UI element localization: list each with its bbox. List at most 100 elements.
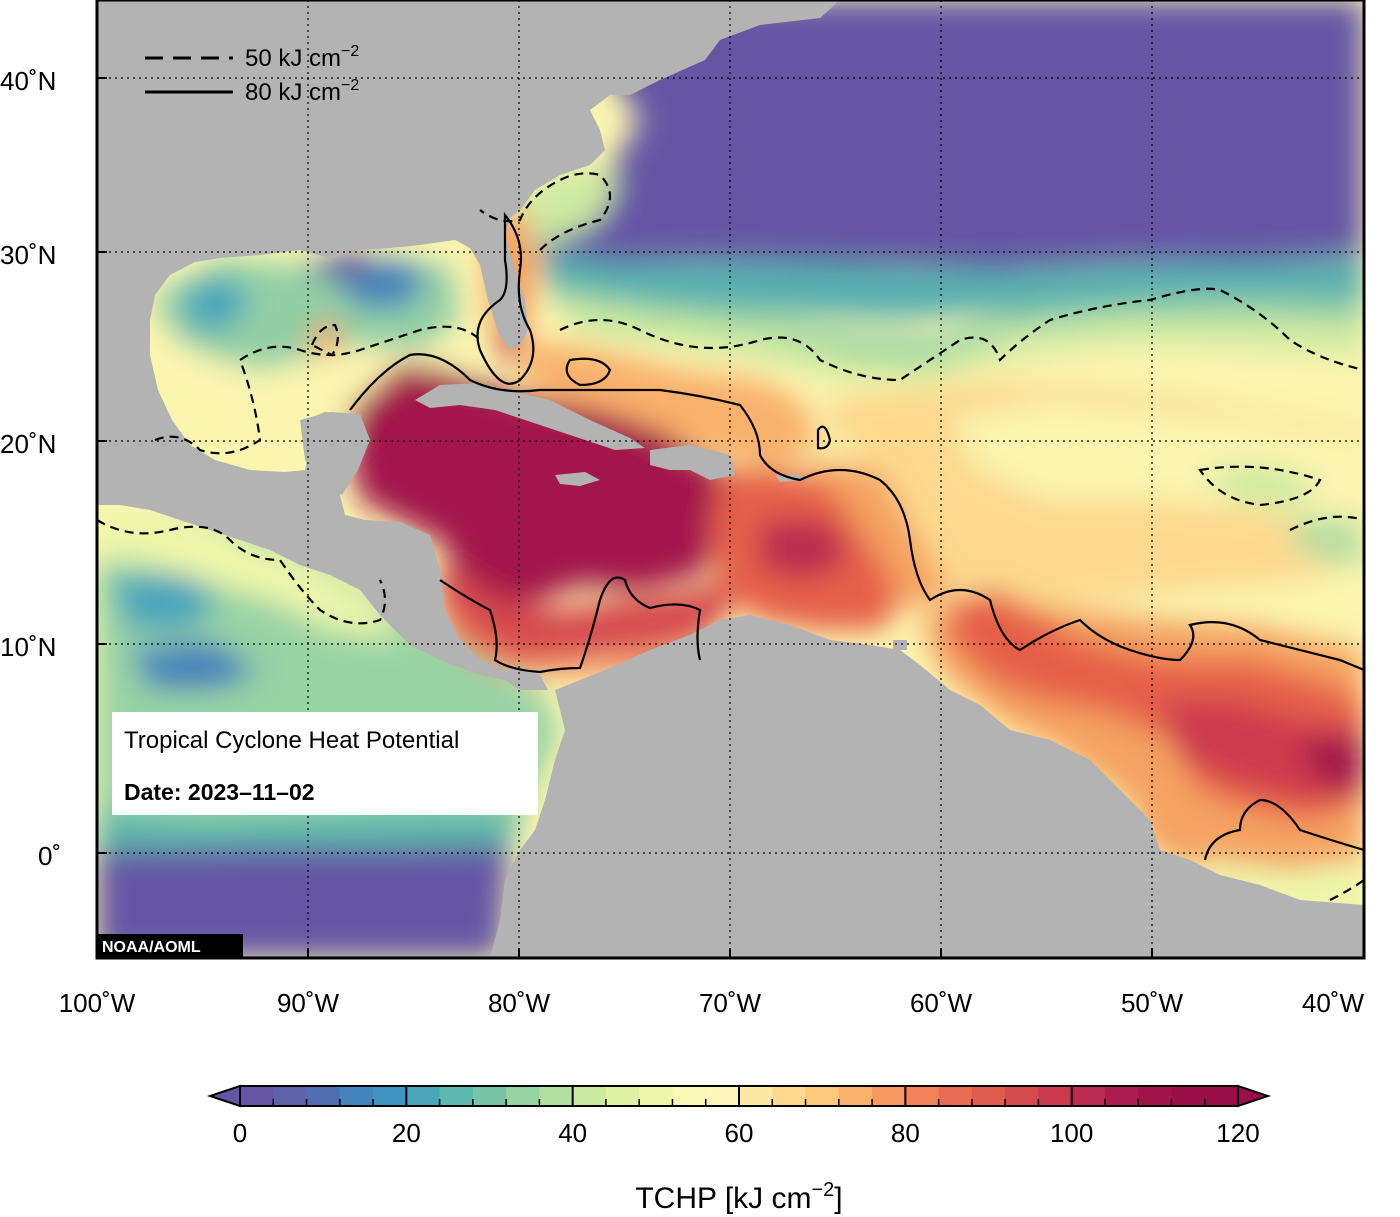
colorbar-tick-label: 80	[891, 1118, 920, 1148]
colorbar-max-arrow	[1237, 1084, 1272, 1108]
contour-50-south	[1329, 879, 1364, 901]
colorbar-tick-label: 120	[1216, 1118, 1259, 1148]
colorbar-cell	[705, 1086, 740, 1106]
gulf-cyan-spot-1	[180, 275, 250, 330]
pacific-yellow-coast	[97, 500, 400, 640]
colorbar-cell	[406, 1086, 441, 1106]
contours	[97, 172, 1364, 901]
colorbar-cell	[1038, 1086, 1073, 1106]
colorbar-cell	[971, 1086, 1006, 1106]
colorbar-cell	[938, 1086, 973, 1106]
equatorial-red-core	[1160, 700, 1364, 800]
cuba-land	[415, 383, 645, 450]
contour-50-east-eddy	[1198, 465, 1322, 507]
colorbar-cell	[805, 1086, 840, 1106]
contour-50-gulf-eddy	[310, 323, 339, 357]
legend-solid-label: 80 kJ cm−2	[245, 77, 359, 106]
colorbar-tick-label: 40	[558, 1118, 587, 1148]
lon-label-50w: 50˚W	[1121, 988, 1184, 1018]
pacific-cyan-1	[110, 570, 220, 630]
colorbar-title: TCHP [kJ cm−2]	[635, 1179, 842, 1215]
contour-50-north	[479, 172, 612, 251]
equatorial-crimson-core	[1300, 735, 1364, 790]
lat-label-20n: 20˚N	[0, 429, 56, 459]
lon-label-100w: 100˚W	[59, 988, 136, 1018]
lat-label-40n: 40˚N	[0, 66, 56, 96]
colorbar-cell	[273, 1086, 308, 1106]
lon-label-60w: 60˚W	[910, 988, 973, 1018]
colorbar-tick-label: 60	[725, 1118, 754, 1148]
jamaica-land	[555, 472, 600, 486]
colorbar-cell	[506, 1086, 540, 1106]
contour-80-caribbean	[349, 353, 1364, 672]
map-date: Date: 2023–11–02	[124, 779, 315, 805]
colorbar-cell	[472, 1086, 507, 1106]
colorbar-min-arrow	[206, 1084, 241, 1108]
pacific-cyan-2	[130, 640, 260, 690]
trinidad-land	[893, 640, 907, 650]
bahamas-orange	[520, 340, 820, 470]
cyan-band	[540, 250, 1364, 318]
legend-dashed-label: 50 kJ cm−2	[245, 43, 359, 72]
contour-legend: 50 kJ cm−2 80 kJ cm−2	[145, 43, 359, 106]
lon-label-90w: 90˚W	[277, 988, 340, 1018]
colorbar-cell	[739, 1086, 773, 1106]
green-band	[550, 285, 1364, 360]
contour-80-bahamas	[565, 357, 612, 387]
lon-labels: 100˚W 90˚W 80˚W 70˚W 60˚W 50˚W 40˚W	[59, 988, 1365, 1018]
lon-label-70w: 70˚W	[699, 988, 762, 1018]
colorbar-cell	[605, 1086, 640, 1106]
colorbar-cell	[1005, 1086, 1039, 1106]
colorbar-tick-label: 0	[233, 1118, 247, 1148]
colorbar-cell	[572, 1086, 607, 1106]
contour-80-eddy	[816, 425, 832, 450]
contour-80-central	[439, 576, 702, 674]
colorbar-cell	[838, 1086, 873, 1106]
colorbar-cell	[1071, 1086, 1106, 1106]
colorbar-cell	[240, 1086, 274, 1106]
north-america-land	[97, 0, 840, 690]
east-green-eddy	[1290, 515, 1364, 565]
colorbar-ticks	[239, 1086, 1239, 1106]
map-title: Tropical Cyclone Heat Potential	[124, 727, 459, 754]
colorbar-cell	[639, 1086, 674, 1106]
lat-label-30n: 30˚N	[0, 240, 56, 270]
contour-80-south	[1203, 798, 1364, 861]
colorbar-cell	[772, 1086, 807, 1106]
credit-badge: NOAA/AOML	[97, 934, 243, 958]
hispaniola-land	[650, 445, 735, 480]
colorbar-cells	[240, 1086, 1239, 1106]
colorbar-cell	[339, 1086, 374, 1106]
info-box-bg	[112, 712, 538, 815]
credit-bg	[97, 934, 243, 958]
lightgreen-band	[560, 300, 1364, 380]
colorbar-tick-label: 20	[392, 1118, 421, 1148]
contour-50-group	[97, 172, 1364, 901]
gulf-cold-spot	[310, 250, 380, 280]
colorbar-cell	[439, 1086, 474, 1106]
yucatan-land	[300, 412, 370, 495]
pacific-south-cold	[97, 840, 510, 958]
lon-label-40w: 40˚W	[1302, 988, 1365, 1018]
colorbar-cell	[1138, 1086, 1173, 1106]
contour-50-gulf	[154, 325, 481, 455]
colorbar-cell	[672, 1086, 707, 1106]
credit-text: NOAA/AOML	[102, 939, 201, 956]
info-box: Tropical Cyclone Heat Potential Date: 20…	[112, 712, 538, 815]
colorbar-cell	[373, 1086, 407, 1106]
colorbar-labels: 0 20 40 60 80 100 120	[233, 1118, 1260, 1148]
map-panel: 50 kJ cm−2 80 kJ cm−2 Tropical Cyclone H…	[97, 0, 1364, 958]
cold-north-region	[520, 0, 1364, 270]
colorbar-cell	[1171, 1086, 1206, 1106]
central-atlantic-green-eddy	[1200, 465, 1320, 505]
east-caribbean-core	[760, 520, 850, 580]
lat-label-0: 0˚	[38, 841, 61, 871]
colorbar: 0 20 40 60 80 100 120 TCHP [kJ cm−2]	[206, 1084, 1272, 1215]
contour-80-florida	[476, 211, 535, 385]
colorbar-cell	[306, 1086, 341, 1106]
contour-50-atlantic	[559, 287, 1364, 382]
caribbean-red-fringe	[440, 560, 740, 660]
colorbar-cell	[1204, 1086, 1239, 1106]
colorbar-cell	[905, 1086, 940, 1106]
